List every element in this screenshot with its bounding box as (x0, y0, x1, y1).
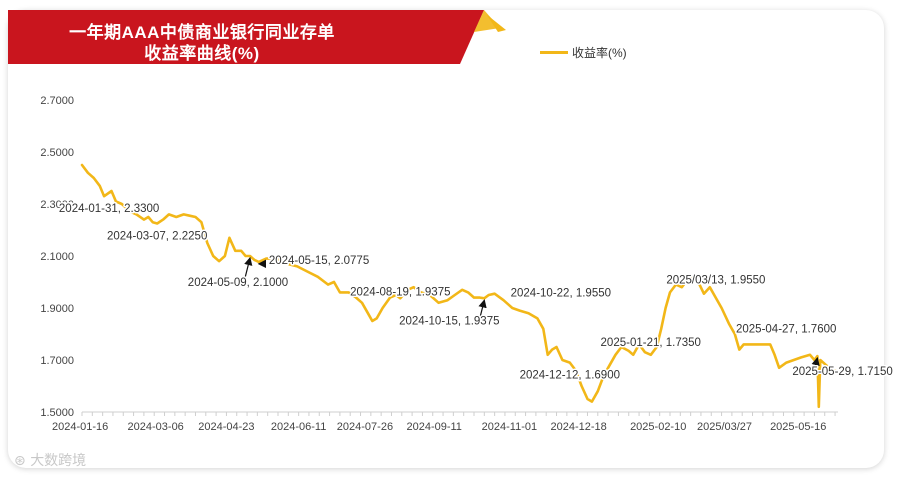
annotation-arrow (478, 299, 487, 317)
annotation-label-halo: 2025-04-27, 1.7600 (736, 323, 836, 335)
series-layer (80, 163, 840, 409)
legend-label: 收益率(%) (572, 45, 627, 60)
x-tick-label: 2024-03-06 (128, 421, 184, 433)
y-tick-label: 2.1000 (40, 251, 74, 263)
y-tick-label: 1.7000 (40, 355, 74, 367)
x-tick-label: 2024-09-11 (406, 421, 461, 433)
annotation-arrow (244, 256, 253, 279)
annotation-label: 2025-01-21, 1.7350 (601, 337, 701, 349)
title-banner: 一年期AAA中债商业银行同业存单 收益率曲线(%) (8, 10, 506, 64)
chart-title-line1: 一年期AAA中债商业银行同业存单 (69, 23, 335, 42)
y-tick-label: 2.7000 (40, 95, 74, 107)
annotation-label: 2024-12-12, 1.6900 (520, 370, 620, 382)
x-tick-label: 2024-06-11 (271, 421, 326, 433)
banner-accent-2 (474, 10, 500, 32)
legend: 收益率(%) (540, 42, 627, 62)
annotation-label-halo: 2025-01-21, 1.7350 (601, 337, 701, 349)
annotation-label: 2024-05-09, 2.1000 (188, 277, 288, 289)
x-tick-label: 2024-01-16 (52, 421, 108, 433)
annotation-label-halo: 2024-03-07, 2.2250 (107, 231, 207, 243)
annotation-label: 2024-10-15, 1.9375 (399, 315, 499, 327)
annotation-label-halo: 2024-10-22, 1.9550 (511, 288, 611, 300)
annotation-label: 2024-10-22, 1.9550 (511, 288, 611, 300)
annotation-label-halo: 2024-05-09, 2.1000 (188, 277, 288, 289)
annotation-label-halo: 2024-05-15, 2.0775 (269, 255, 369, 267)
y-tick-label: 2.3000 (40, 199, 74, 211)
x-tick-label: 2025-02-10 (630, 421, 686, 433)
annotation-label: 2024-01-31, 2.3300 (59, 203, 159, 215)
x-axis: 2024-01-16 2024-03-06 2024-04-23 2024-06-11… (52, 411, 838, 433)
annotation-label: 2025/03/13, 1.9550 (666, 275, 765, 287)
y-tick-label: 1.9000 (40, 303, 74, 315)
banner-shape (8, 10, 506, 64)
annotation-label: 2025-04-27, 1.7600 (736, 323, 836, 335)
annotation-label-halo: 2025-05-29, 1.7150 (792, 366, 892, 378)
x-tick-label: 2024-04-23 (198, 421, 254, 433)
x-tick-label: 2024-12-18 (550, 421, 606, 433)
annotation-label-halo: 2024-08-19, 1.9375 (350, 286, 450, 298)
banner-red (8, 10, 484, 64)
annotation-label-halo: 2025/03/13, 1.9550 (666, 275, 765, 287)
annotation-label: 2024-03-07, 2.2250 (107, 231, 207, 243)
chart-title: 一年期AAA中债商业银行同业存单 收益率曲线(%) (52, 22, 352, 64)
annotation-arrow (811, 356, 820, 375)
annotation-label-halo: 2024-12-12, 1.6900 (520, 370, 620, 382)
series-line (80, 163, 840, 409)
watermark: ⊛ 大数跨境 (14, 450, 86, 470)
watermark-icon: ⊛ (14, 453, 26, 469)
annotation-label: 2024-05-15, 2.0775 (269, 255, 369, 267)
annotation-label-halo: 2024-10-15, 1.9375 (399, 315, 499, 327)
x-tick-label: 2024-07-26 (337, 421, 393, 433)
chart-title-line2: 收益率曲线(%) (144, 44, 260, 63)
annotation-label-halo: 2024-01-31, 2.3300 (59, 203, 159, 215)
y-tick-label: 1.5000 (40, 407, 74, 419)
x-tick-label: 2024-11-01 (482, 421, 537, 433)
legend-swatch (540, 50, 568, 54)
x-tick-label: 2025-05-16 (770, 421, 826, 433)
x-tick-label: 2025/03/27 (697, 421, 752, 433)
y-axis: 2.7000 2.5000 2.3000 2.1000 1.9000 1.7000 1.50… (40, 95, 74, 419)
watermark-text: 大数跨境 (30, 453, 87, 469)
y-tick-label: 2.5000 (40, 147, 74, 159)
chart-card (8, 10, 884, 468)
annotation-label: 2025-05-29, 1.7150 (792, 366, 892, 378)
annotation-label: 2024-08-19, 1.9375 (350, 286, 450, 298)
